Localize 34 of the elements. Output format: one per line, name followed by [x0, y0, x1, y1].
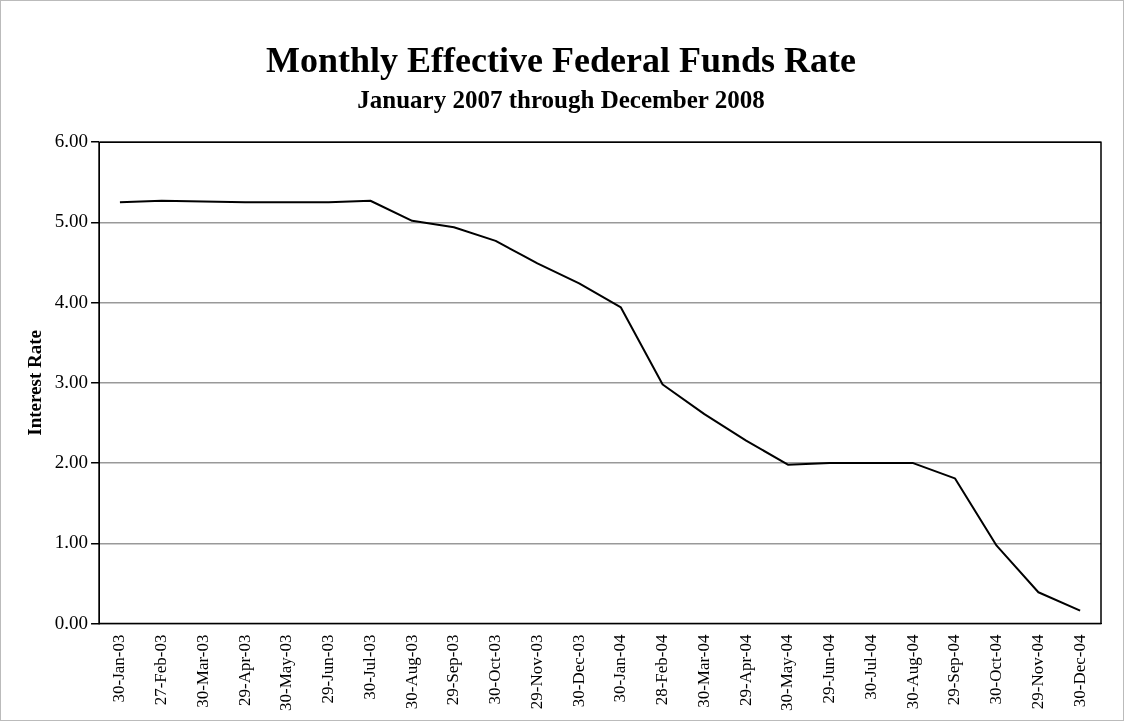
- x-tick-label: 30-Jan-04: [610, 634, 630, 703]
- x-tick-label: 30-May-03: [276, 634, 296, 711]
- y-tick-label: 5.00: [54, 210, 89, 232]
- x-tick-label: 30-Jul-04: [860, 634, 880, 700]
- y-tick-label: 6.00: [54, 130, 89, 152]
- x-tick-label: 30-Dec-04: [1069, 634, 1089, 708]
- x-tick-label: 29-Nov-03: [526, 634, 546, 710]
- x-tick-label: 29-Apr-03: [234, 634, 254, 706]
- x-tick-label: 30-Aug-04: [902, 634, 922, 710]
- x-tick-label: 30-Oct-03: [485, 634, 505, 705]
- y-tick-label: 3.00: [54, 370, 89, 392]
- y-tick-label: 0.00: [54, 611, 89, 633]
- x-tick-label: 30-Dec-03: [568, 634, 588, 708]
- chart-subtitle: January 2007 through December 2008: [357, 85, 765, 113]
- x-tick-label: 30-Mar-04: [693, 634, 713, 708]
- y-tick-label: 4.00: [54, 290, 89, 312]
- x-tick-label: 29-Nov-04: [1027, 634, 1047, 710]
- x-tick-label: 29-Jun-04: [819, 634, 839, 704]
- y-tick-label: 1.00: [54, 531, 89, 553]
- chart-title: Monthly Effective Federal Funds Rate: [266, 39, 856, 80]
- x-tick-label: 29-Apr-04: [735, 634, 755, 706]
- x-tick-label: 30-Jan-03: [109, 634, 129, 703]
- y-axis-title: Interest Rate: [24, 330, 46, 436]
- x-tick-label: 30-Mar-03: [192, 634, 212, 708]
- x-tick-label: 28-Feb-04: [652, 634, 672, 706]
- x-tick-label: 30-Oct-04: [986, 634, 1006, 705]
- x-tick-label: 27-Feb-03: [151, 634, 171, 706]
- x-tick-label: 30-May-04: [777, 634, 797, 711]
- x-tick-label: 29-Sep-03: [443, 634, 463, 706]
- x-tick-label: 30-Aug-03: [401, 634, 421, 710]
- x-tick-label: 29-Sep-04: [944, 634, 964, 706]
- y-tick-label: 2.00: [54, 451, 89, 473]
- x-tick-label: 29-Jun-03: [318, 634, 338, 704]
- x-tick-label: 30-Jul-03: [359, 634, 379, 700]
